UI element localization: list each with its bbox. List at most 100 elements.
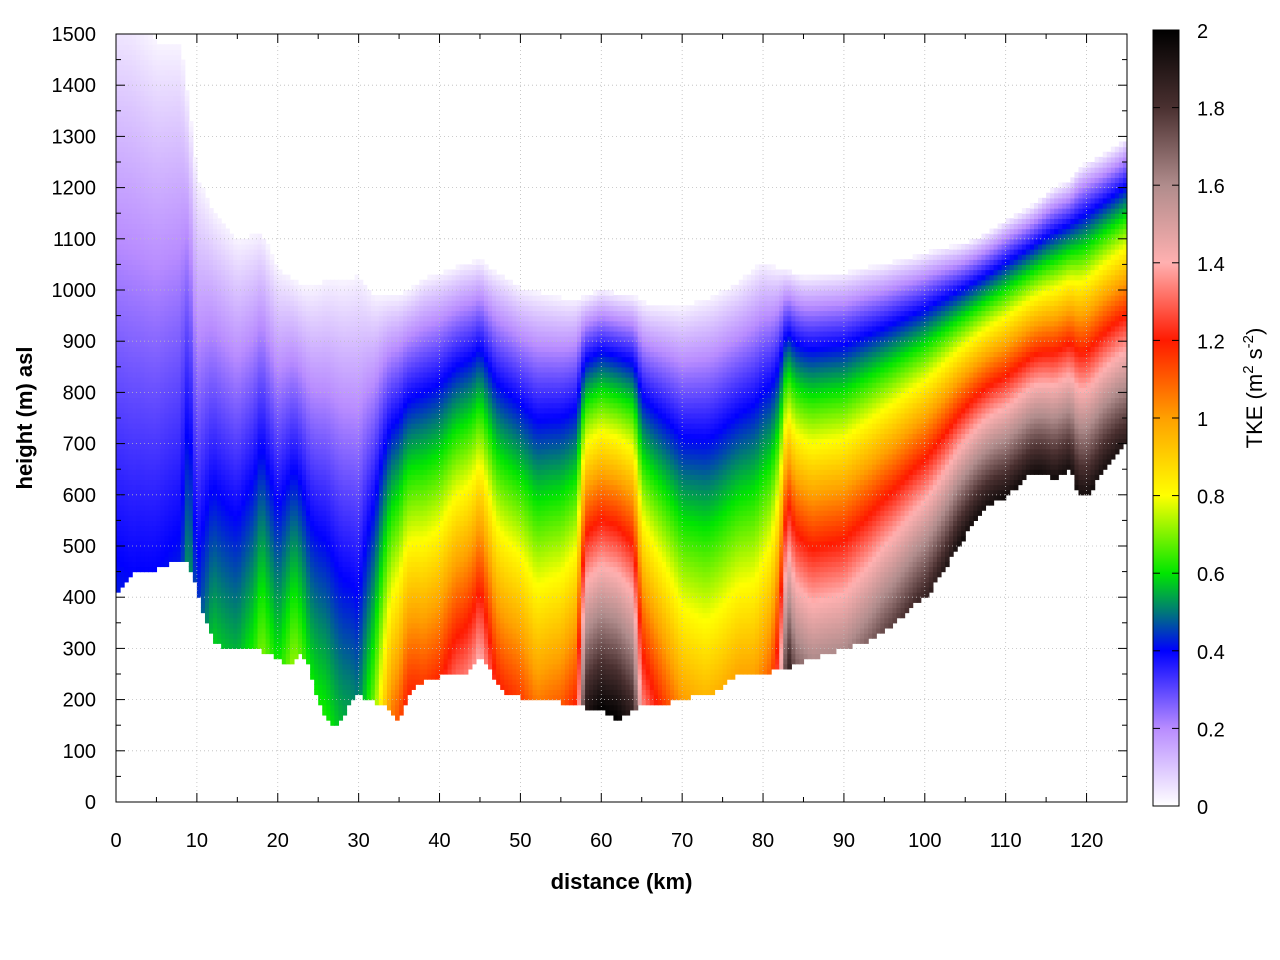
heatmap-cell bbox=[180, 515, 186, 521]
heatmap-cell bbox=[156, 269, 162, 276]
heatmap-cell bbox=[144, 162, 149, 168]
heatmap-cell bbox=[318, 520, 323, 527]
heatmap-cell bbox=[318, 551, 323, 557]
heatmap-cell bbox=[334, 423, 340, 429]
heatmap-cell bbox=[116, 172, 121, 178]
heatmap-cell bbox=[277, 330, 283, 337]
heatmap-cell bbox=[184, 546, 190, 552]
heatmap-cell bbox=[180, 182, 186, 189]
heatmap-cell bbox=[233, 499, 238, 506]
heatmap-cell bbox=[330, 325, 335, 332]
heatmap-cell bbox=[265, 315, 271, 322]
heatmap-cell bbox=[241, 254, 246, 260]
heatmap-cell bbox=[192, 197, 198, 204]
heatmap-cell bbox=[128, 494, 133, 501]
heatmap-cell bbox=[338, 551, 344, 557]
heatmap-cell bbox=[233, 607, 238, 614]
heatmap-cell bbox=[318, 341, 323, 347]
heatmap-cell bbox=[196, 510, 202, 516]
heatmap-cell bbox=[285, 284, 291, 291]
heatmap-cell bbox=[310, 510, 315, 516]
heatmap-cell bbox=[132, 494, 137, 501]
heatmap-cell bbox=[237, 576, 242, 583]
heatmap-cell bbox=[196, 371, 202, 378]
heatmap-cell bbox=[144, 274, 149, 281]
heatmap-cell bbox=[322, 484, 327, 491]
heatmap-cell bbox=[326, 453, 331, 460]
heatmap-cell bbox=[293, 612, 299, 619]
heatmap-cell bbox=[253, 612, 259, 619]
heatmap-cell bbox=[152, 433, 158, 440]
heatmap-cell bbox=[148, 90, 153, 97]
heatmap-cell bbox=[180, 525, 186, 532]
heatmap-cell bbox=[253, 428, 259, 434]
heatmap-cell bbox=[136, 141, 141, 148]
heatmap-cell bbox=[148, 377, 153, 383]
heatmap-cell bbox=[132, 197, 137, 204]
heatmap-cell bbox=[176, 90, 182, 97]
heatmap-cell bbox=[314, 392, 319, 399]
heatmap-cell bbox=[188, 351, 194, 358]
heatmap-cell bbox=[285, 592, 291, 598]
heatmap-cell bbox=[293, 336, 299, 342]
heatmap-cell bbox=[124, 39, 129, 45]
heatmap-cell bbox=[164, 172, 170, 178]
heatmap-cell bbox=[241, 382, 246, 388]
heatmap-cell bbox=[342, 489, 348, 496]
heatmap-cell bbox=[176, 325, 182, 332]
heatmap-cell bbox=[233, 525, 238, 532]
heatmap-cell bbox=[132, 105, 137, 112]
heatmap-cell bbox=[225, 315, 230, 322]
heatmap-cell bbox=[261, 377, 267, 383]
heatmap-cell bbox=[204, 505, 210, 511]
heatmap-cell bbox=[253, 336, 259, 342]
heatmap-cell bbox=[249, 622, 255, 629]
heatmap-cell bbox=[306, 510, 311, 516]
heatmap-cell bbox=[334, 515, 340, 521]
heatmap-cell bbox=[152, 525, 158, 532]
heatmap-cell bbox=[176, 346, 182, 353]
heatmap-cell bbox=[209, 597, 214, 603]
heatmap-cell bbox=[180, 371, 186, 378]
heatmap-cell bbox=[184, 443, 190, 450]
heatmap-cell bbox=[184, 530, 190, 537]
heatmap-cell bbox=[318, 679, 323, 685]
heatmap-cell bbox=[330, 300, 335, 306]
heatmap-cell bbox=[116, 310, 121, 317]
heatmap-cell bbox=[140, 556, 145, 562]
heatmap-cell bbox=[176, 315, 182, 322]
heatmap-cell bbox=[164, 305, 170, 312]
heatmap-cell bbox=[140, 540, 145, 547]
heatmap-cell bbox=[204, 371, 210, 378]
heatmap-cell bbox=[297, 346, 303, 353]
heatmap-cell bbox=[289, 633, 295, 639]
heatmap-cell bbox=[306, 418, 311, 424]
heatmap-cell bbox=[172, 315, 178, 322]
heatmap-cell bbox=[334, 556, 340, 562]
heatmap-cell bbox=[342, 535, 348, 542]
heatmap-cell bbox=[293, 418, 299, 424]
heatmap-cell bbox=[241, 290, 246, 296]
heatmap-cell bbox=[233, 330, 238, 337]
heatmap-cell bbox=[128, 515, 133, 521]
heatmap-cell bbox=[265, 453, 271, 460]
heatmap-cell bbox=[160, 136, 166, 143]
heatmap-cell bbox=[120, 556, 125, 562]
heatmap-cell bbox=[172, 474, 178, 481]
heatmap-cell bbox=[196, 356, 202, 363]
heatmap-cell bbox=[338, 643, 344, 649]
heatmap-cell bbox=[334, 633, 340, 639]
heatmap-cell bbox=[273, 300, 279, 306]
heatmap-cell bbox=[253, 627, 259, 634]
heatmap-cell bbox=[297, 320, 303, 327]
heatmap-cell bbox=[314, 464, 319, 470]
heatmap-cell bbox=[281, 633, 287, 639]
heatmap-cell bbox=[221, 633, 226, 639]
heatmap-cell bbox=[326, 448, 331, 455]
heatmap-cell bbox=[273, 535, 279, 542]
heatmap-cell bbox=[326, 617, 331, 624]
heatmap-cell bbox=[124, 80, 129, 86]
heatmap-cell bbox=[249, 249, 255, 255]
heatmap-cell bbox=[192, 156, 198, 163]
heatmap-cell bbox=[241, 597, 246, 603]
